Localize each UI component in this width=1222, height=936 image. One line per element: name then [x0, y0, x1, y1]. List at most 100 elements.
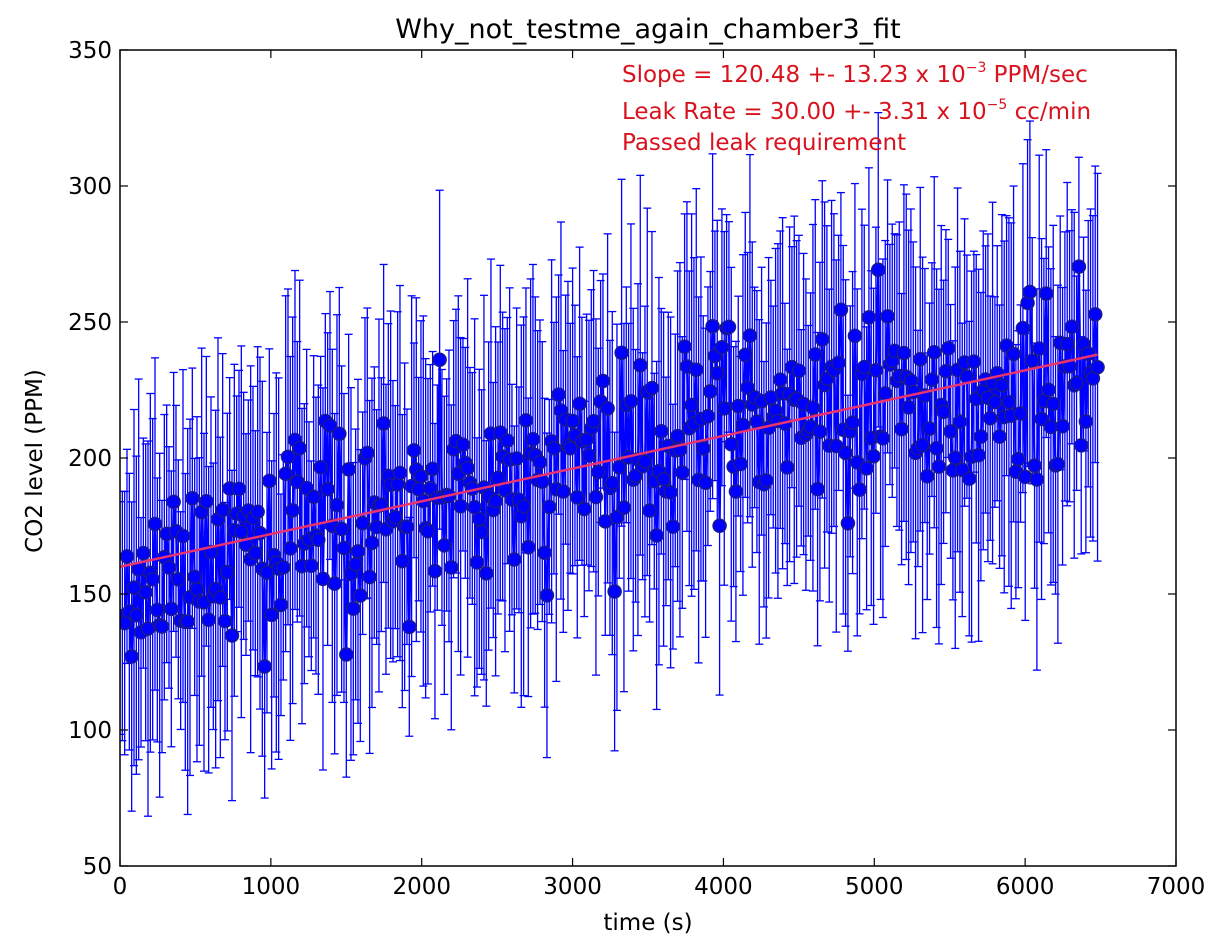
data-point — [628, 468, 643, 484]
data-point — [992, 429, 1007, 444]
data-point — [425, 461, 440, 477]
data-point — [1015, 320, 1031, 336]
data-point — [546, 440, 562, 456]
data-point — [731, 398, 746, 414]
data-point — [469, 555, 485, 570]
data-point — [924, 372, 940, 387]
y-tick-label: 250 — [68, 310, 112, 336]
data-point — [644, 380, 660, 396]
data-point — [455, 437, 471, 453]
data-point — [880, 309, 895, 324]
data-point — [915, 437, 930, 453]
data-point — [633, 357, 648, 373]
data-point — [280, 449, 296, 465]
data-point — [248, 545, 263, 561]
data-point — [833, 302, 849, 317]
data-point — [901, 400, 916, 415]
x-tick-label: 5000 — [845, 874, 904, 900]
annotation-line: Passed leak requirement — [622, 130, 906, 156]
data-point — [1034, 411, 1049, 427]
data-point — [591, 464, 606, 480]
data-point — [1055, 418, 1070, 434]
data-point — [982, 410, 998, 426]
data-point — [336, 540, 352, 556]
data-point — [166, 494, 181, 510]
y-tick-label: 50 — [83, 854, 112, 880]
data-point — [479, 566, 494, 581]
data-point — [1059, 336, 1075, 352]
data-point — [1031, 341, 1047, 356]
data-point — [362, 569, 377, 585]
data-point — [124, 649, 139, 664]
data-point — [808, 347, 823, 362]
data-point — [609, 510, 625, 525]
data-point — [273, 597, 289, 613]
data-point — [264, 607, 279, 623]
data-point — [705, 318, 720, 334]
data-point — [791, 363, 807, 378]
y-tick-label: 300 — [68, 174, 112, 200]
x-axis-label: time (s) — [603, 910, 692, 936]
x-tick-label: 3000 — [543, 874, 602, 900]
data-point — [376, 416, 391, 431]
data-point — [570, 490, 585, 505]
data-point — [689, 362, 704, 378]
data-point — [612, 459, 627, 475]
data-point — [859, 461, 874, 476]
data-point — [516, 499, 531, 514]
data-point — [642, 503, 657, 518]
data-point — [406, 443, 422, 458]
y-axis-label: CO2 level (PPM) — [22, 369, 48, 553]
data-point — [600, 401, 615, 416]
data-point — [838, 445, 853, 461]
data-point — [348, 557, 363, 572]
data-point — [171, 572, 186, 587]
data-point — [714, 340, 730, 355]
data-point — [1073, 438, 1089, 453]
data-point — [509, 451, 524, 466]
x-tick-label: 4000 — [694, 874, 753, 900]
data-point — [180, 614, 195, 629]
data-point — [721, 319, 737, 335]
data-point — [973, 429, 989, 444]
data-point — [392, 465, 408, 481]
data-point — [936, 404, 951, 420]
data-point — [698, 475, 713, 491]
data-point — [700, 408, 716, 424]
data-point — [1029, 472, 1045, 487]
data-layer — [120, 111, 1105, 817]
data-point — [353, 588, 368, 603]
y-tick-label: 350 — [68, 38, 112, 64]
x-tick-label: 2000 — [392, 874, 451, 900]
data-point — [556, 484, 571, 499]
data-point — [311, 532, 326, 547]
y-tick-label: 150 — [68, 582, 112, 608]
data-point — [637, 454, 653, 469]
data-point — [215, 502, 230, 518]
chart-title: Why_not_testme_again_chamber3_fit — [395, 14, 901, 45]
data-point — [262, 473, 277, 489]
data-point — [322, 418, 338, 433]
data-point — [663, 485, 678, 500]
data-point — [525, 432, 541, 447]
annotation-line: Leak Rate = 30.00 +- 3.31 x 10−5 cc/min — [622, 97, 1091, 125]
data-point — [1027, 458, 1042, 473]
data-point — [341, 462, 356, 477]
data-point — [1006, 346, 1021, 362]
data-point — [399, 519, 415, 535]
data-point — [605, 475, 620, 491]
data-point — [943, 424, 958, 439]
data-point — [539, 588, 555, 603]
data-point — [346, 601, 361, 616]
data-point — [870, 262, 886, 278]
data-point — [1087, 307, 1103, 322]
data-point — [780, 460, 795, 475]
data-point — [649, 528, 664, 543]
data-point — [926, 345, 942, 360]
data-point — [919, 469, 935, 484]
data-point — [220, 564, 235, 580]
data-point — [164, 601, 179, 617]
y-tick-label: 200 — [68, 446, 112, 472]
data-point — [971, 448, 986, 463]
data-point — [812, 424, 828, 439]
